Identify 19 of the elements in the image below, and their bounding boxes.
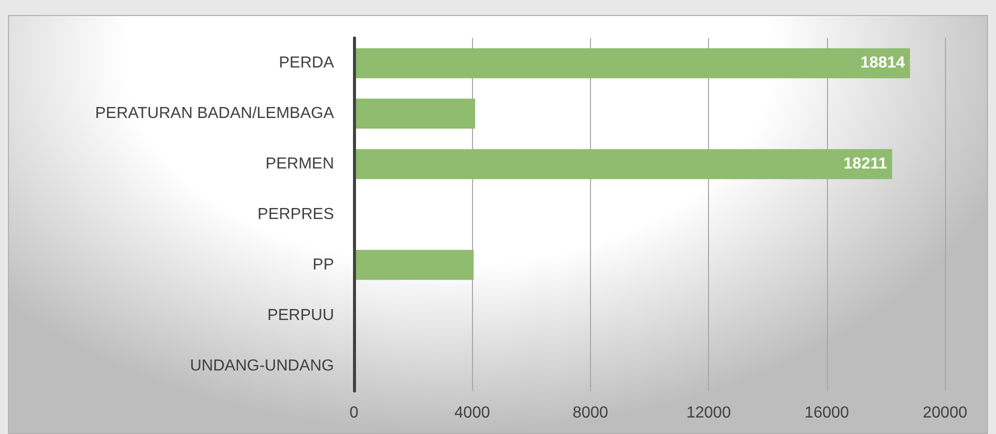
x-tick-label: 0 [350, 404, 359, 422]
bar [354, 98, 476, 129]
data-label: 18211 [844, 156, 888, 173]
x-tick-label: 12000 [686, 404, 731, 422]
y-tick-label: PERATURAN BADAN/LEMBAGA [95, 105, 334, 122]
y-tick-label: PERDA [278, 54, 334, 72]
bar [354, 149, 892, 180]
data-label: 18814 [860, 54, 906, 72]
y-tick-label: UNDANG-UNDANG [190, 357, 334, 374]
bar [354, 250, 474, 280]
x-tick-label: 4000 [454, 404, 490, 422]
y-tick-label: PERMEN [266, 156, 334, 173]
x-tick-label: 16000 [804, 404, 850, 422]
y-tick-label: PERPRES [258, 206, 334, 223]
x-tick-label: 8000 [572, 404, 608, 422]
y-tick-label: PERPUU [267, 306, 334, 324]
bar [354, 48, 910, 78]
x-tick-label: 20000 [922, 404, 968, 422]
y-tick-label: PP [312, 256, 334, 274]
